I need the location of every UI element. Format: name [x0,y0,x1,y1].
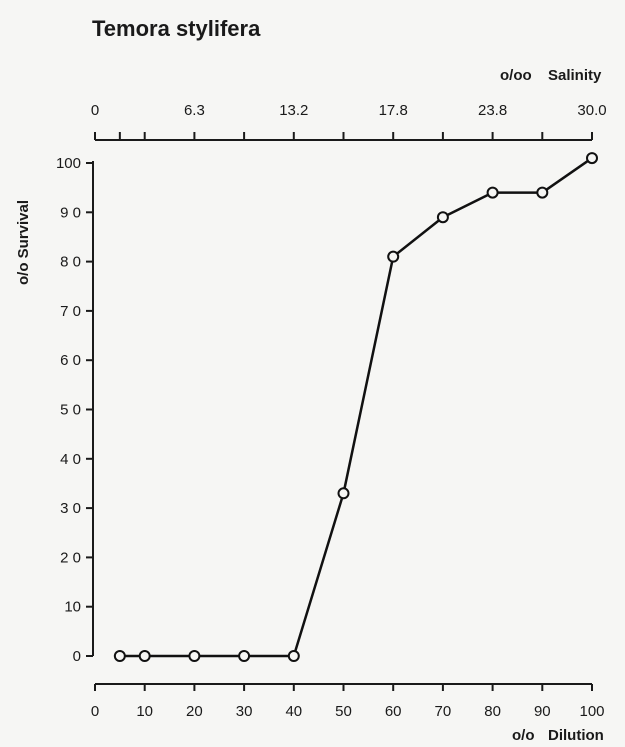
data-point [188,650,201,662]
top-tick-label: 6.3 [184,102,205,119]
y-tick-label: 6 0 [60,352,81,369]
data-point [238,650,251,662]
top-tick-label: 0 [91,102,99,119]
data-point [387,250,400,263]
x-axis-label: Dilution [548,727,604,744]
x-axis-label-prefix: o/o [512,727,535,744]
data-point [536,186,549,199]
x-tick-label: 80 [484,703,501,720]
x-tick-label: 20 [186,703,203,720]
y-tick-label: 2 0 [60,549,81,566]
top-tick-label: 23.8 [478,102,507,119]
top-tick-label: 30.0 [577,102,606,119]
top-tick-label: 13.2 [279,102,308,119]
data-marks [113,152,598,662]
y-tick-label: 9 0 [60,204,81,221]
x-tick-label: 0 [91,703,99,720]
x-tick-label: 70 [435,703,452,720]
x-tick-label: 30 [236,703,253,720]
top-tick-label: 17.8 [379,102,408,119]
chart-title: Temora stylifera [92,16,261,41]
y-tick-label: 4 0 [60,451,81,468]
data-point [337,487,350,500]
y-tick-label: 8 0 [60,254,81,271]
x-tick-label: 90 [534,703,551,720]
x-tick-label: 100 [579,703,604,720]
series-line [119,157,593,658]
y-tick-label: 5 0 [60,402,81,419]
y-tick-label: 0 [73,648,81,665]
data-point [138,650,151,662]
data-point [486,186,499,199]
x-tick-label: 40 [285,703,302,720]
data-point [113,650,126,662]
y-axis-label: o/o Survival [15,200,32,285]
x-tick-label: 50 [335,703,352,720]
y-tick-label: 7 0 [60,303,81,320]
data-point [436,211,449,224]
y-tick-label: 10 [64,599,81,616]
top-axis-label-prefix: o/oo [500,67,532,84]
data-point [287,650,300,662]
y-tick-label: 3 0 [60,500,81,517]
x-tick-label: 10 [136,703,153,720]
x-tick-label: 60 [385,703,402,720]
y-tick-label: 100 [56,155,81,172]
data-point [586,152,598,165]
top-axis-label: Salinity [548,67,602,84]
